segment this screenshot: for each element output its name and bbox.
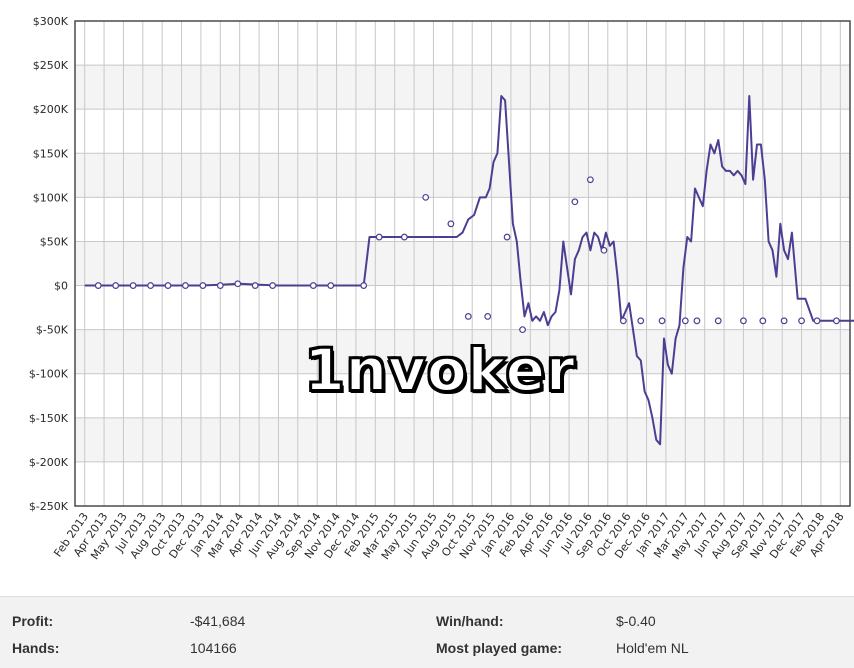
- data-point: [714, 317, 722, 325]
- data-point: [422, 193, 430, 201]
- y-tick-label: $-200K: [29, 456, 69, 469]
- plot-band: [75, 329, 850, 374]
- profit-chart: $300K $250K $200K $150K $100K $50K $0 $-50K $-10…: [29, 15, 854, 562]
- y-axis-ticks: $300K $250K $200K $150K $100K $50K $0 $-50K $-10…: [29, 15, 69, 513]
- data-point: [164, 282, 172, 289]
- profit-markers: [94, 176, 840, 378]
- data-point: [147, 282, 154, 289]
- data-point: [234, 280, 242, 288]
- stats-panel: Profit: -$41,684 Hands: 104166 Win/hand:…: [0, 596, 854, 668]
- data-point: [681, 317, 689, 325]
- y-tick-label: $200K: [33, 103, 69, 116]
- data-point: [833, 317, 840, 325]
- hands-label: Hands:: [12, 640, 60, 656]
- y-tick-label: $-100K: [29, 368, 69, 381]
- data-point: [658, 317, 666, 325]
- profit-line: [84, 95, 854, 446]
- y-tick-label: $100K: [33, 191, 69, 204]
- plot-band: [75, 241, 850, 286]
- data-point: [780, 317, 788, 325]
- profit-series: [84, 95, 854, 446]
- y-tick-label: $-250K: [29, 500, 69, 513]
- y-tick-label: $-150K: [29, 412, 69, 425]
- winhand-label: Win/hand:: [436, 613, 504, 629]
- data-point: [400, 233, 408, 241]
- data-point: [813, 317, 821, 325]
- data-point: [112, 282, 120, 289]
- data-point: [693, 317, 701, 325]
- most-played-value: Hold'em NL: [616, 640, 689, 656]
- profit-label: Profit:: [12, 613, 54, 629]
- data-point: [586, 176, 594, 184]
- y-tick-label: $-50K: [36, 324, 69, 337]
- data-point: [503, 233, 511, 241]
- y-tick-label: $150K: [33, 147, 69, 160]
- data-point: [519, 326, 526, 334]
- data-point: [464, 313, 472, 320]
- data-point: [798, 317, 805, 325]
- data-point: [94, 282, 102, 289]
- data-point: [484, 313, 492, 320]
- chart-grid: [75, 20, 850, 507]
- data-point: [600, 246, 608, 254]
- data-point: [269, 282, 277, 289]
- data-point: [571, 198, 579, 206]
- data-point: [182, 282, 189, 289]
- hands-value: 104166: [190, 640, 237, 656]
- data-point: [447, 220, 455, 228]
- data-point: [555, 370, 563, 378]
- data-point: [740, 317, 747, 325]
- y-tick-label: $300K: [33, 15, 69, 28]
- data-point: [199, 282, 207, 289]
- data-point: [536, 370, 544, 378]
- data-point: [251, 282, 259, 289]
- data-point: [129, 282, 137, 289]
- watermark-text: 1nvoker: [303, 335, 576, 405]
- y-tick-label: $0: [54, 280, 68, 293]
- plot-frame: [74, 20, 851, 507]
- data-point: [309, 282, 317, 289]
- data-point: [216, 282, 224, 289]
- data-point: [375, 233, 383, 241]
- data-point: [619, 317, 627, 325]
- most-played-label: Most played game:: [436, 640, 563, 656]
- plot-band: [75, 417, 850, 462]
- y-tick-label: $250K: [33, 59, 69, 72]
- plot-background: [75, 21, 850, 506]
- data-point: [327, 282, 335, 289]
- profit-value: -$41,684: [190, 613, 246, 629]
- plot-band: [75, 65, 850, 110]
- plot-border: [74, 20, 851, 507]
- winhand-value: $-0.40: [616, 613, 656, 629]
- data-point: [360, 282, 368, 289]
- data-point: [637, 317, 645, 325]
- y-tick-label: $50K: [40, 235, 69, 248]
- data-point: [759, 317, 767, 325]
